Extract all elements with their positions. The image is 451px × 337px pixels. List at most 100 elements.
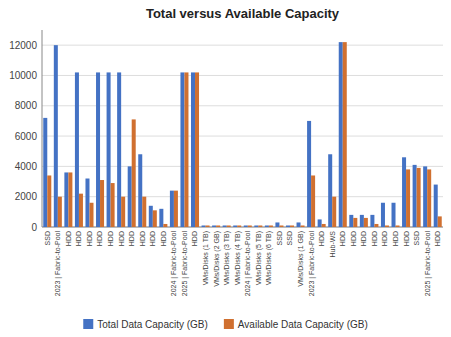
bar: [370, 215, 374, 227]
x-tick-label: VMs/Disks (5 TB): [255, 231, 263, 285]
bar: [121, 197, 125, 227]
x-tick-label: HDD: [118, 231, 125, 246]
x-tick-label: SSD: [276, 231, 283, 245]
bar: [244, 225, 248, 227]
bar: [396, 225, 400, 227]
y-tick-label: 8000: [15, 100, 38, 111]
bar: [279, 225, 283, 227]
bar: [216, 225, 220, 227]
bar: [79, 194, 83, 227]
x-tick-label: HDD: [403, 231, 410, 246]
bar: [297, 222, 301, 227]
bar: [85, 179, 89, 227]
bar: [311, 175, 315, 227]
x-tick-label: 2025 | Fabric-to-Pool: [181, 231, 189, 297]
x-tick-label: 2023 | Fabric-to-Pool: [54, 231, 62, 297]
bar: [392, 203, 396, 227]
bar: [54, 45, 58, 227]
bar: [195, 72, 199, 227]
bar: [438, 216, 442, 227]
bar: [89, 203, 93, 227]
bar: [163, 224, 167, 227]
bar: [184, 72, 188, 227]
legend-label: Total Data Capacity (GB): [97, 319, 208, 330]
legend-swatch: [224, 319, 234, 329]
bar: [117, 72, 121, 227]
bar: [381, 203, 385, 227]
x-tick-label: HDD: [86, 231, 93, 246]
grid-line: [42, 105, 443, 106]
x-tick-label: 2023 | Fabric-to-Pool: [308, 231, 316, 297]
y-tick-label: 10000: [9, 70, 37, 81]
x-tick-label: HDD: [75, 231, 82, 246]
bar: [258, 225, 262, 227]
x-tick-label: SSD: [413, 231, 420, 245]
bar: [328, 154, 332, 227]
bar: [138, 154, 142, 227]
bar: [75, 72, 79, 227]
bar: [191, 72, 195, 227]
bar: [212, 225, 216, 227]
x-tick-label: VMs/Disks (1 TB): [202, 231, 210, 285]
bar: [159, 209, 163, 227]
legend-item: Available Data Capacity (GB): [224, 319, 368, 330]
y-axis-line: [42, 30, 43, 227]
bar: [96, 72, 100, 227]
bar: [170, 191, 174, 227]
x-tick-label: VMs/Disks (3 TB): [223, 231, 231, 285]
x-tick-label: HDD: [149, 231, 156, 246]
grid-line: [42, 75, 443, 76]
x-tick-label: HDD: [128, 231, 135, 246]
y-tick-label: 4000: [15, 161, 38, 172]
bar: [58, 197, 62, 227]
x-tick-label: HDD: [191, 231, 198, 246]
bar: [153, 210, 157, 227]
bar: [374, 224, 378, 227]
bar: [290, 225, 294, 227]
bar: [43, 118, 47, 227]
x-tick-label: HDD: [381, 231, 388, 246]
x-tick-label: HDD: [339, 231, 346, 246]
bar: [100, 180, 104, 227]
x-tick-label: VMs/Disks (2 GB): [213, 231, 221, 287]
bar: [322, 224, 326, 227]
x-tick-label: VMs/Disks (1 GB): [297, 231, 305, 287]
x-tick-label: HDD: [65, 231, 72, 246]
bar: [174, 191, 178, 227]
bar: [417, 168, 421, 227]
bar: [180, 72, 184, 227]
bar: [128, 166, 132, 227]
bar: [349, 215, 353, 227]
bars: [43, 42, 441, 227]
y-tick-label: 12000: [9, 40, 37, 51]
x-tick-label: 2025 | Fabric-to-Pool: [424, 231, 432, 297]
grid-line: [42, 45, 443, 46]
bar: [248, 225, 252, 227]
legend-label: Available Data Capacity (GB): [238, 319, 368, 330]
bar: [413, 165, 417, 227]
x-tick-label: HDD: [392, 231, 399, 246]
bar: [301, 225, 305, 227]
bar: [434, 185, 438, 227]
bar: [68, 172, 72, 227]
x-tick-label: HDD: [160, 231, 167, 246]
bar: [265, 225, 269, 227]
bar: [423, 166, 427, 227]
y-tick-label: 0: [31, 222, 37, 233]
bar: [307, 121, 311, 227]
bar: [343, 42, 347, 227]
bar: [406, 169, 410, 227]
x-tick-label: HDD: [107, 231, 114, 246]
bar: [227, 225, 231, 227]
bar: [318, 219, 322, 227]
legend-item: Total Data Capacity (GB): [83, 319, 208, 330]
grid-line: [42, 136, 443, 137]
legend: Total Data Capacity (GB) Available Data C…: [83, 319, 367, 330]
bar: [149, 206, 153, 227]
bar: [142, 197, 146, 227]
x-tick-label: HDD: [318, 231, 325, 246]
x-tick-label: VMs/Disks (4 TB): [234, 231, 242, 285]
y-tick-label: 2000: [15, 191, 38, 202]
x-tick-label: HDD: [96, 231, 103, 246]
bar: [47, 175, 51, 227]
